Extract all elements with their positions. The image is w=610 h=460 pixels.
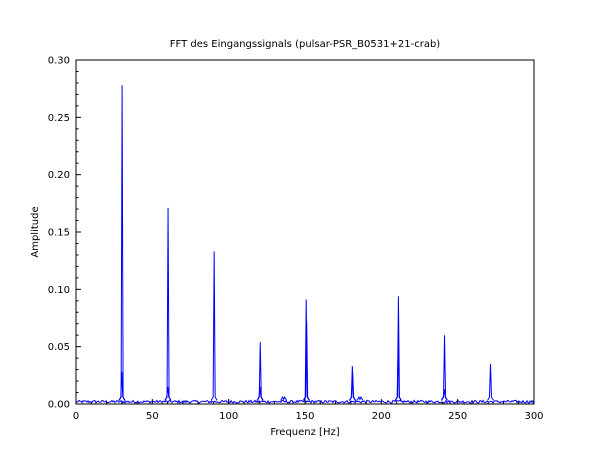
y-tick-label: 0.05: [48, 342, 70, 353]
x-tick-label: 50: [146, 411, 159, 422]
fft-series: [75, 85, 535, 405]
spectrum-peak: [280, 396, 288, 401]
spectrum-peak: [118, 371, 126, 401]
x-axis-label: Frequenz [Hz]: [270, 427, 339, 438]
x-tick-label: 100: [219, 411, 238, 422]
chart-title: FFT des Eingangssignals (pulsar-PSR_B053…: [170, 39, 440, 50]
spectrum-peak: [303, 321, 311, 401]
spectrum-peak: [487, 363, 494, 401]
y-tick-label: 0.00: [48, 400, 70, 411]
x-tick-label: 0: [73, 411, 79, 422]
spectrum-peak: [440, 389, 448, 401]
spectrum-peak: [210, 251, 218, 401]
spectrum-peak: [256, 386, 264, 401]
y-tick-label: 0.20: [48, 170, 70, 181]
y-axis-label: Amplitude: [30, 206, 41, 257]
x-tick-label: 300: [524, 411, 543, 422]
spectrum-peak: [394, 348, 402, 401]
spectrum-peak: [356, 396, 364, 401]
x-tick-label: 200: [372, 411, 391, 422]
x-tick-label: 250: [448, 411, 467, 422]
y-tick-label: 0.25: [48, 113, 70, 124]
x-tick-label: 150: [295, 411, 314, 422]
spectrum-peak: [349, 371, 357, 401]
y-tick-label: 0.30: [48, 56, 70, 67]
spectrum-peak: [164, 386, 172, 401]
y-tick-label: 0.15: [48, 228, 70, 239]
axes: 0 50 100 150 200 250 300 0.00 0.05 0.10 0.15 0.20 0.…: [48, 56, 544, 423]
y-tick-label: 0.10: [48, 285, 70, 296]
